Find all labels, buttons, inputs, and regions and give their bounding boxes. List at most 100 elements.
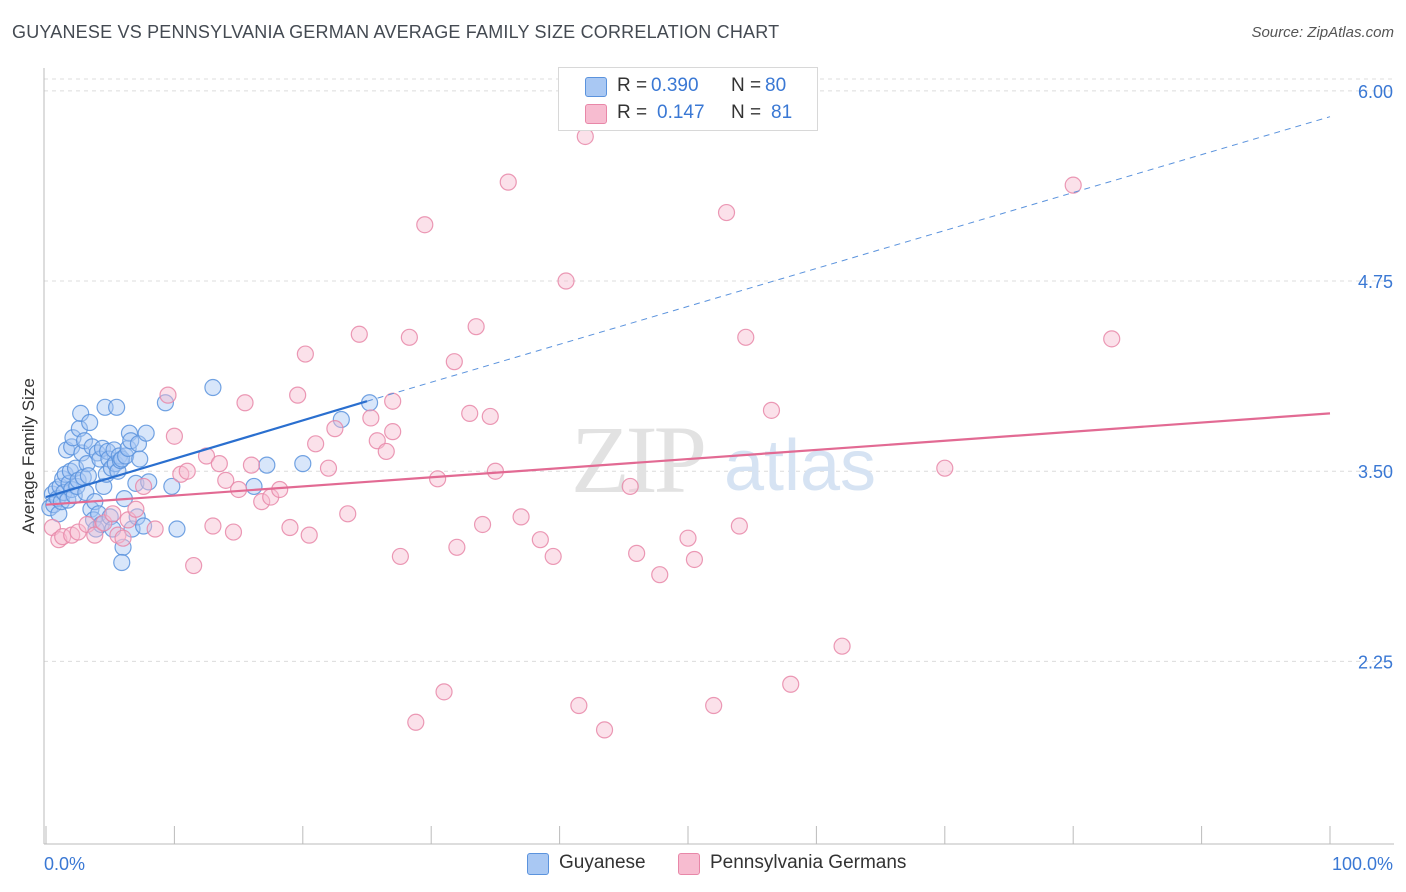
y-tick-label: 2.25: [1358, 652, 1393, 672]
pennsylvania-germans-point: [217, 471, 235, 489]
guyanese-n-value: 80: [765, 75, 787, 96]
pennsylvania-germans-point: [679, 529, 697, 547]
pennsylvania-germans-point: [416, 216, 434, 234]
pennsylvania-germans-point: [109, 526, 127, 544]
pennsylvania-germans-point: [936, 459, 954, 477]
pennsylvania-germans-point: [628, 544, 646, 562]
pennsylvania-germans-point: [384, 423, 402, 441]
pennsylvania-germans-point: [224, 523, 243, 541]
pennsylvania-germans-point: [134, 477, 153, 496]
source-credit: Source: ZipAtlas.com: [1251, 24, 1394, 41]
pennsylvania-germans-point: [377, 442, 395, 461]
pennsylvania-germans-point: [717, 203, 736, 222]
x-tick-label: 0.0%: [44, 854, 85, 874]
pennsylvania-germans-point: [762, 401, 781, 419]
pennsylvania-germans-point: [326, 420, 344, 438]
guyanese-point: [245, 477, 263, 496]
pennsylvania-germans-point: [730, 517, 748, 535]
pennsylvania-germans-point: [737, 328, 755, 346]
pennsylvania-germans-point: [499, 173, 517, 191]
pennsylvania-germans-n-value: 81: [771, 102, 793, 123]
watermark-atlas: atlas: [724, 426, 876, 506]
pennsylvania-germans-point: [448, 538, 466, 556]
pennsylvania-germans-point: [339, 505, 357, 523]
pennsylvania-germans-point: [204, 517, 222, 535]
guyanese-point: [140, 473, 158, 491]
pennsylvania-germans-point: [165, 427, 183, 445]
pennsylvania-germans-point: [621, 477, 639, 496]
pennsylvania-germans-point: [300, 526, 318, 544]
pennsylvania-germans-point: [651, 566, 669, 584]
stats-legend: R = 0.390 N = 80 R = 0.147 N = 81: [558, 67, 818, 131]
pennsylvania-germans-point: [467, 318, 485, 336]
pennsylvania-germans-point: [253, 493, 271, 511]
guyanese-trend-line: [45, 400, 368, 499]
pennsylvania-germans-point: [557, 272, 575, 290]
pennsylvania-germans-point: [429, 470, 447, 488]
pennsylvania-germans-point: [435, 683, 453, 701]
guyanese-point: [168, 520, 186, 538]
pennsylvania-germans-swatch: [585, 104, 607, 124]
pennsylvania-germans-point: [833, 637, 851, 655]
guyanese-point: [113, 553, 131, 572]
pennsylvania-germans-point: [210, 455, 228, 473]
r-label: R =: [617, 102, 648, 123]
guyanese-point: [258, 456, 276, 474]
pennsylvania-germans-point: [481, 407, 499, 426]
pennsylvania-germans-point: [230, 480, 248, 499]
pennsylvania-germans-point: [512, 508, 530, 526]
guyanese-point: [78, 455, 96, 473]
pennsylvania-germans-point: [159, 386, 177, 404]
x-tick-label: 100.0%: [1332, 854, 1393, 874]
pennsylvania-germans-legend-label: Pennsylvania Germans: [710, 852, 907, 873]
pennsylvania-germans-point: [531, 531, 549, 549]
y-axis-label: Average Family Size: [19, 378, 38, 534]
guyanese-point: [204, 378, 222, 397]
pennsylvania-germans-point: [296, 345, 314, 363]
y-tick-label: 6.00: [1358, 82, 1393, 102]
pennsylvania-germans-point: [236, 394, 254, 412]
guyanese-point: [332, 410, 350, 429]
chart-title: GUYANESE VS PENNSYLVANIA GERMAN AVERAGE …: [12, 22, 780, 42]
guyanese-legend-swatch: [527, 853, 549, 875]
pennsylvania-germans-point: [595, 721, 614, 739]
guyanese-point: [79, 467, 97, 485]
guyanese-point: [163, 477, 181, 496]
guyanese-point: [137, 424, 155, 442]
guyanese-trend-extension: [366, 116, 1331, 402]
pennsylvania-germans-point: [146, 520, 164, 538]
pennsylvania-germans-trend-line: [45, 412, 1331, 506]
pennsylvania-germans-point: [407, 713, 425, 731]
pennsylvania-germans-point: [473, 515, 492, 534]
n-label: N =: [731, 102, 762, 123]
y-tick-label: 3.50: [1358, 462, 1393, 482]
guyanese-point: [72, 404, 90, 422]
pennsylvania-germans-point: [242, 456, 261, 474]
pennsylvania-germans-point: [185, 556, 203, 575]
pennsylvania-germans-r-value: 0.147: [657, 102, 705, 123]
guyanese-point: [294, 455, 312, 473]
guyanese-point: [81, 413, 99, 432]
r-label: R =: [617, 75, 648, 96]
pennsylvania-germans-point: [127, 500, 145, 518]
n-label: N =: [731, 75, 762, 96]
pennsylvania-germans-legend-swatch: [678, 853, 700, 875]
pennsylvania-germans-point: [104, 505, 122, 523]
pennsylvania-germans-point: [486, 462, 504, 480]
guyanese-r-value: 0.390: [651, 75, 699, 96]
pennsylvania-germans-point: [391, 547, 409, 566]
guyanese-legend-label: Guyanese: [559, 852, 646, 873]
pennsylvania-germans-point: [1064, 176, 1082, 194]
pennsylvania-germans-point: [178, 462, 196, 480]
pennsylvania-germans-point: [307, 435, 325, 453]
pennsylvania-germans-point: [362, 409, 380, 427]
pennsylvania-germans-point: [400, 328, 418, 346]
guyanese-swatch: [585, 77, 607, 97]
pennsylvania-germans-point: [544, 547, 562, 566]
y-tick-label: 4.75: [1358, 272, 1393, 292]
pennsylvania-germans-point: [281, 518, 299, 537]
pennsylvania-germans-point: [384, 392, 402, 410]
pennsylvania-germans-point: [319, 459, 338, 477]
pennsylvania-germans-point: [685, 550, 704, 569]
